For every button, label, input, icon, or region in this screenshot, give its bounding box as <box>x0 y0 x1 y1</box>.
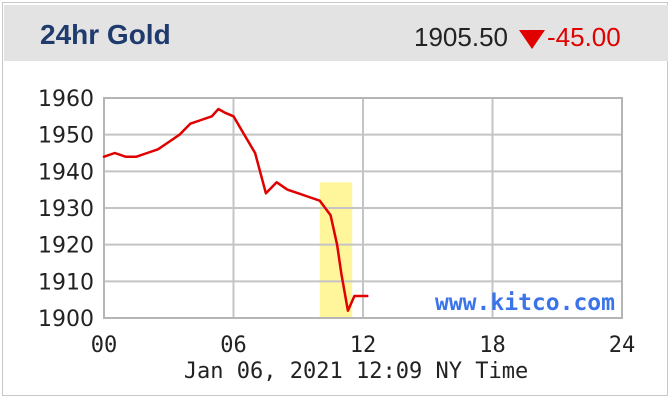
x-tick-label: 00 <box>91 333 118 358</box>
chart-header: 24hr Gold 1905.50 -45.00 <box>4 5 668 61</box>
y-tick-label: 1900 <box>38 307 94 332</box>
x-tick-label: 18 <box>479 333 506 358</box>
y-tick-label: 1930 <box>38 197 94 222</box>
highlight-band <box>319 182 353 318</box>
y-tick-label: 1940 <box>38 160 94 185</box>
highlight-layer <box>319 182 353 318</box>
y-tick-label: 1910 <box>38 270 94 295</box>
x-tick-label: 06 <box>220 333 247 358</box>
watermark: www.kitco.com <box>435 290 615 316</box>
current-price: 1905.50 <box>414 22 508 52</box>
x-tick-labels: 00 06 12 18 24 <box>91 333 636 358</box>
x-axis-label: Jan 06, 2021 12:09 NY Time <box>184 359 528 384</box>
down-triangle-icon <box>519 30 545 49</box>
y-tick-label: 1950 <box>38 124 94 149</box>
plot-border <box>103 97 623 319</box>
y-tick-label: 1920 <box>38 234 94 259</box>
price-series-line <box>102 107 369 312</box>
series-layer <box>102 107 369 312</box>
x-tick-label: 12 <box>350 333 377 358</box>
y-tick-label: 1960 <box>38 87 94 112</box>
price-change: -45.00 <box>547 22 621 52</box>
x-tick-label: 24 <box>609 333 636 358</box>
chart-title: 24hr Gold <box>40 19 171 50</box>
y-tick-labels: 1960 1950 1940 1930 1920 1910 1900 <box>38 87 94 332</box>
